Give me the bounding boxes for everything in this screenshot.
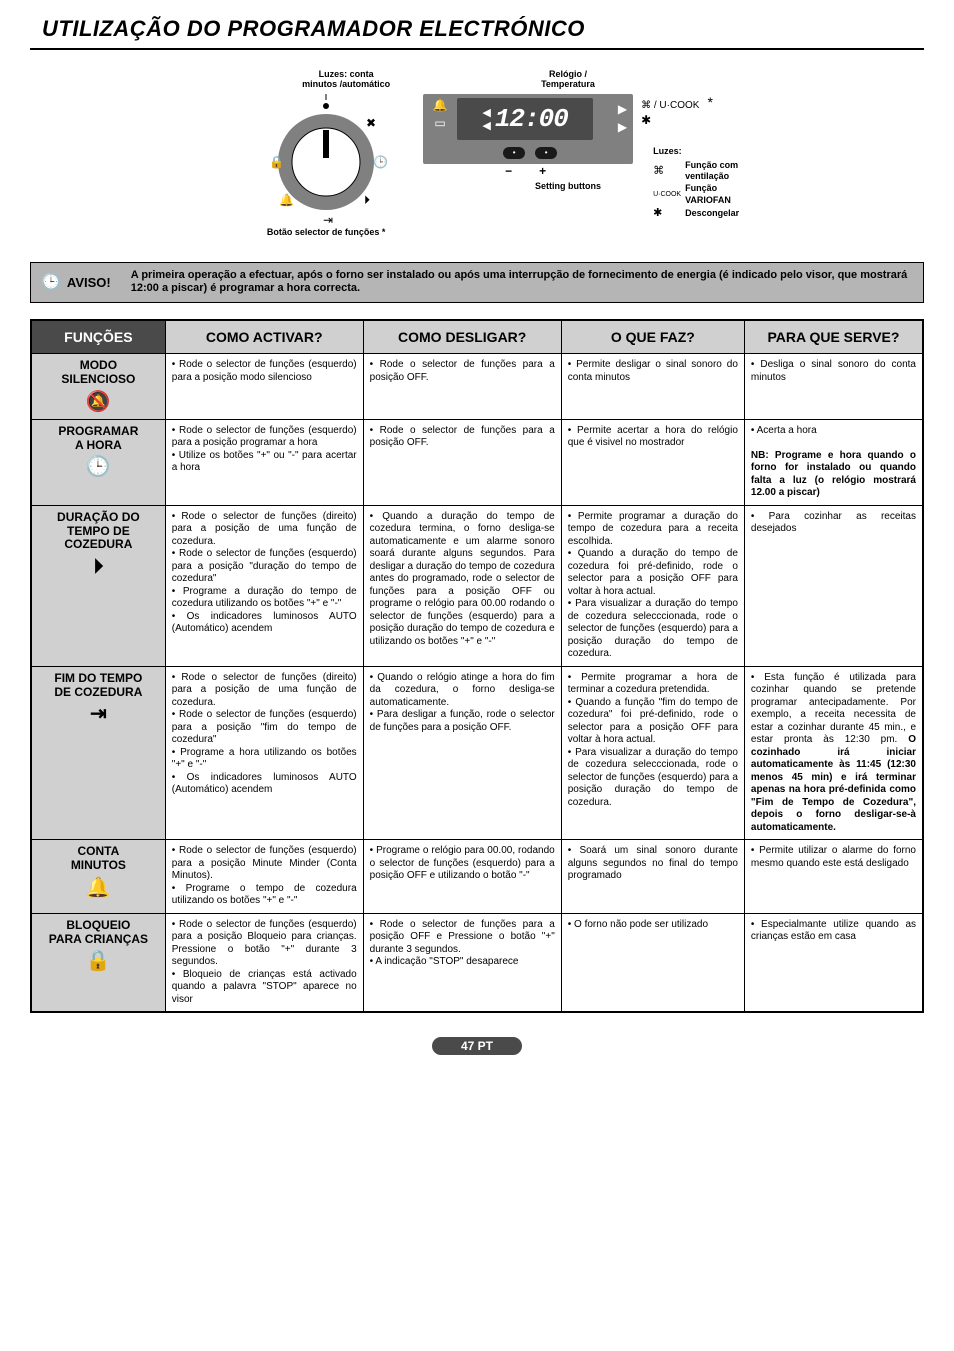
warning-label: AVISO! <box>67 275 111 290</box>
side-legend-top: ⌘ / U·COOK <box>641 100 699 111</box>
body-cell: • Rode o selector de funções (direito) p… <box>165 505 363 666</box>
bell-icon: 🔔 <box>433 98 448 112</box>
svg-text:⏵: ⏵ <box>364 193 370 207</box>
svg-text:🔒: 🔒 <box>269 155 284 169</box>
func-name-cell: FIM DO TEMPODE COZEDURA⇥ <box>31 666 165 840</box>
body-cell: • Rode o selector de funções (direito) p… <box>165 666 363 840</box>
th-activar: COMO ACTIVAR? <box>165 320 363 354</box>
svg-text:🔔: 🔔 <box>279 193 294 207</box>
clock-icon: 🕒 <box>41 272 61 292</box>
vent-icon: ▶ <box>618 102 627 116</box>
legend-block: Luzes: ⌘ Função com ventilação U·COOK Fu… <box>653 146 739 221</box>
knob-illustration: ✖ 🕒 ⏵ ⇥ 🔔 🔒 <box>241 92 411 232</box>
arrow-left-icon: ◀◀ <box>482 106 490 132</box>
legend-icon-2: U·COOK <box>653 190 681 199</box>
body-cell: • Permite programar a duração do tempo d… <box>561 505 744 666</box>
star-note: * <box>707 94 712 110</box>
table-row: MODOSILENCIOSO🔕• Rode o selector de funç… <box>31 354 923 420</box>
legend-text-1: Função com ventilação <box>685 160 739 183</box>
func-icon: ⇥ <box>38 703 159 726</box>
table-row: DURAÇÃO DOTEMPO DECOZEDURA⏵• Rode o sele… <box>31 505 923 666</box>
func-icon: 🔕 <box>38 391 159 414</box>
clock-value: 12:00 <box>495 104 568 134</box>
func-icon: 🔔 <box>38 877 159 900</box>
defrost-icon: ▶ <box>618 120 627 134</box>
body-cell: • Soará um sinal sonoro durante alguns s… <box>561 840 744 914</box>
body-cell: • Desliga o sinal sonoro do conta minuto… <box>744 354 923 420</box>
th-desligar: COMO DESLIGAR? <box>363 320 561 354</box>
control-diagram: Luzes: conta minutos /automático ✖ 🕒 ⏵ ⇥… <box>30 58 924 256</box>
func-name-cell: BLOQUEIOPARA CRIANÇAS🔒 <box>31 913 165 1012</box>
body-cell: • Acerta a horaNB: Programe e hora quand… <box>744 419 923 505</box>
table-row: BLOQUEIOPARA CRIANÇAS🔒• Rode o selector … <box>31 913 923 1012</box>
th-faz: O QUE FAZ? <box>561 320 744 354</box>
body-cell: • O forno não pode ser utilizado <box>561 913 744 1012</box>
table-row: PROGRAMARA HORA🕒• Rode o selector de fun… <box>31 419 923 505</box>
warning-text: A primeira operação a efectuar, após o f… <box>131 269 913 297</box>
body-cell: • Rode o selector de funções (esquerdo) … <box>165 354 363 420</box>
minus-label: − <box>505 164 512 178</box>
body-cell: • Programe o relógio para 00.00, rodando… <box>363 840 561 914</box>
legend-icon-3: ✱ <box>653 206 681 220</box>
func-icon: ⏵ <box>38 556 159 579</box>
body-cell: • Permite acertar a hora do relógio que … <box>561 419 744 505</box>
table-row: CONTAMINUTOS🔔• Rode o selector de funçõe… <box>31 840 923 914</box>
display-box: 🔔 ▭ ◀◀ 12:00 ▶ ▶ • • − + <box>423 94 633 164</box>
svg-text:⇥: ⇥ <box>323 213 333 227</box>
body-cell: • Permite utilizar o alarme do forno mes… <box>744 840 923 914</box>
svg-text:✖: ✖ <box>366 116 376 130</box>
body-cell: • Quando o relógio atinge a hora do fim … <box>363 666 561 840</box>
legend-icon-1: ⌘ <box>653 164 681 178</box>
plus-label: + <box>539 164 546 178</box>
func-icon: 🕒 <box>38 456 159 479</box>
body-cell: • Permite desligar o sinal sonoro do con… <box>561 354 744 420</box>
func-icon: 🔒 <box>38 950 159 973</box>
table-row: FIM DO TEMPODE COZEDURA⇥• Rode o selecto… <box>31 666 923 840</box>
func-name-cell: MODOSILENCIOSO🔕 <box>31 354 165 420</box>
func-name-cell: DURAÇÃO DOTEMPO DECOZEDURA⏵ <box>31 505 165 666</box>
legend-text-3: Descongelar <box>685 208 739 220</box>
body-cell: • Rode o selector de funções para a posi… <box>363 354 561 420</box>
functions-table: FUNÇÕES COMO ACTIVAR? COMO DESLIGAR? O Q… <box>30 319 924 1013</box>
body-cell: • Especialmante utilize quando as crianç… <box>744 913 923 1012</box>
body-cell: • Quando a duração do tempo de cozedura … <box>363 505 561 666</box>
plus-button[interactable]: • <box>535 147 557 159</box>
body-cell: • Para cozinhar as receitas desejados <box>744 505 923 666</box>
body-cell: • Rode o selector de funções (esquerdo) … <box>165 913 363 1012</box>
svg-text:🕒: 🕒 <box>373 155 388 169</box>
body-cell: • Rode o selector de funções para a posi… <box>363 419 561 505</box>
legend-text-2: Função VARIOFAN <box>685 183 739 206</box>
func-name-cell: CONTAMINUTOS🔔 <box>31 840 165 914</box>
diagram-label-bottom: Botão selector de funções * <box>241 228 411 238</box>
title-bar: UTILIZAÇÃO DO PROGRAMADOR ELECTRÓNICO <box>30 10 924 50</box>
body-cell: • Rode o selector de funções (esquerdo) … <box>165 840 363 914</box>
warning-bar: 🕒 AVISO! A primeira operação a efectuar,… <box>30 262 924 304</box>
body-cell: • Permite programar a hora de terminar a… <box>561 666 744 840</box>
oven-icon: ▭ <box>434 116 445 130</box>
body-cell: • Rode o selector de funções para a posi… <box>363 913 561 1012</box>
body-cell: • Esta função é utilizada para cozinhar … <box>744 666 923 840</box>
page-number: 47 PT <box>432 1037 522 1055</box>
page-title: UTILIZAÇÃO DO PROGRAMADOR ELECTRÓNICO <box>30 16 924 42</box>
minus-button[interactable]: • <box>503 147 525 159</box>
th-funcoes: FUNÇÕES <box>31 320 165 354</box>
th-serve: PARA QUE SERVE? <box>744 320 923 354</box>
body-cell: • Rode o selector de funções (esquerdo) … <box>165 419 363 505</box>
side-legend-bot: ✱ <box>641 113 699 127</box>
diagram-label-left: Luzes: conta minutos /automático <box>261 70 431 90</box>
diagram-label-right: Relógio / Temperatura <box>423 70 713 90</box>
legend-title: Luzes: <box>653 146 682 156</box>
func-name-cell: PROGRAMARA HORA🕒 <box>31 419 165 505</box>
